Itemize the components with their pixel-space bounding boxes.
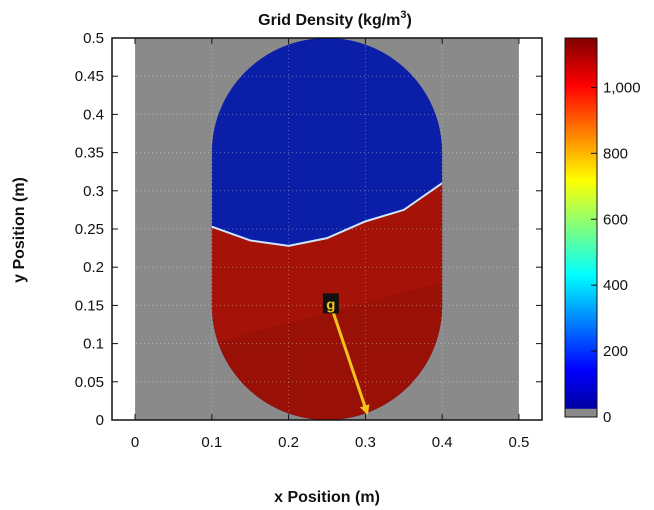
y-tick-label: 0.4 (83, 106, 104, 123)
gravity-label: g (326, 296, 335, 313)
chart-title: Grid Density (kg/m3) (258, 9, 412, 29)
gravity-arrow (329, 304, 370, 416)
plot-area: g 0 0.1 0.2 0.3 0.4 0.5 0 0.05 0.1 0.15 0.2 0.25 0.3 0… (75, 30, 543, 451)
colorbar-tick-label: 200 (603, 343, 628, 360)
x-tick-label: 0.2 (278, 434, 299, 451)
y-tick-label: 0.15 (75, 297, 104, 314)
y-tick-label: 0.3 (83, 183, 104, 200)
colorbar-tick-label: 800 (603, 145, 628, 162)
colorbar-tick-label: 600 (603, 211, 628, 228)
y-axis-title: y Position (m) (11, 177, 28, 283)
x-tick-label: 0.4 (432, 434, 453, 451)
y-tick-label: 0.35 (75, 145, 104, 162)
fluid-interface (211, 182, 443, 247)
y-tick-label: 0 (96, 412, 104, 429)
colorbar-tick-label: 1,000 (603, 79, 641, 96)
chart-title-superscript: 3 (400, 9, 406, 21)
colorbar-tick-label: 0 (603, 409, 611, 426)
y-tick-label: 0.5 (83, 30, 104, 47)
container-fluid (211, 38, 443, 420)
y-tick-label: 0.25 (75, 221, 104, 238)
x-tick-label: 0 (131, 434, 139, 451)
dense-fluid-shading (211, 282, 443, 420)
x-tick-label: 0.1 (201, 434, 222, 451)
x-tick-label: 0.3 (355, 434, 376, 451)
chart-title-main: Grid Density (kg/m (258, 12, 400, 29)
gravity-label-box (322, 293, 339, 314)
chart-title-suffix: ) (407, 12, 412, 29)
y-tick-label: 0.1 (83, 336, 104, 353)
x-tick-label: 0.5 (509, 434, 530, 451)
y-tick-label: 0.2 (83, 259, 104, 276)
y-tick-label: 0.45 (75, 68, 104, 85)
x-axis-title: x Position (m) (274, 489, 380, 506)
colorbar-tick-label: 400 (603, 277, 628, 294)
colorbar: 0 200 400 600 800 1,000 (564, 37, 641, 426)
colorbar-min-band (565, 408, 597, 417)
colorbar-frame (564, 37, 598, 418)
colorbar-gradient (565, 38, 597, 417)
y-tick-label: 0.05 (75, 374, 104, 391)
